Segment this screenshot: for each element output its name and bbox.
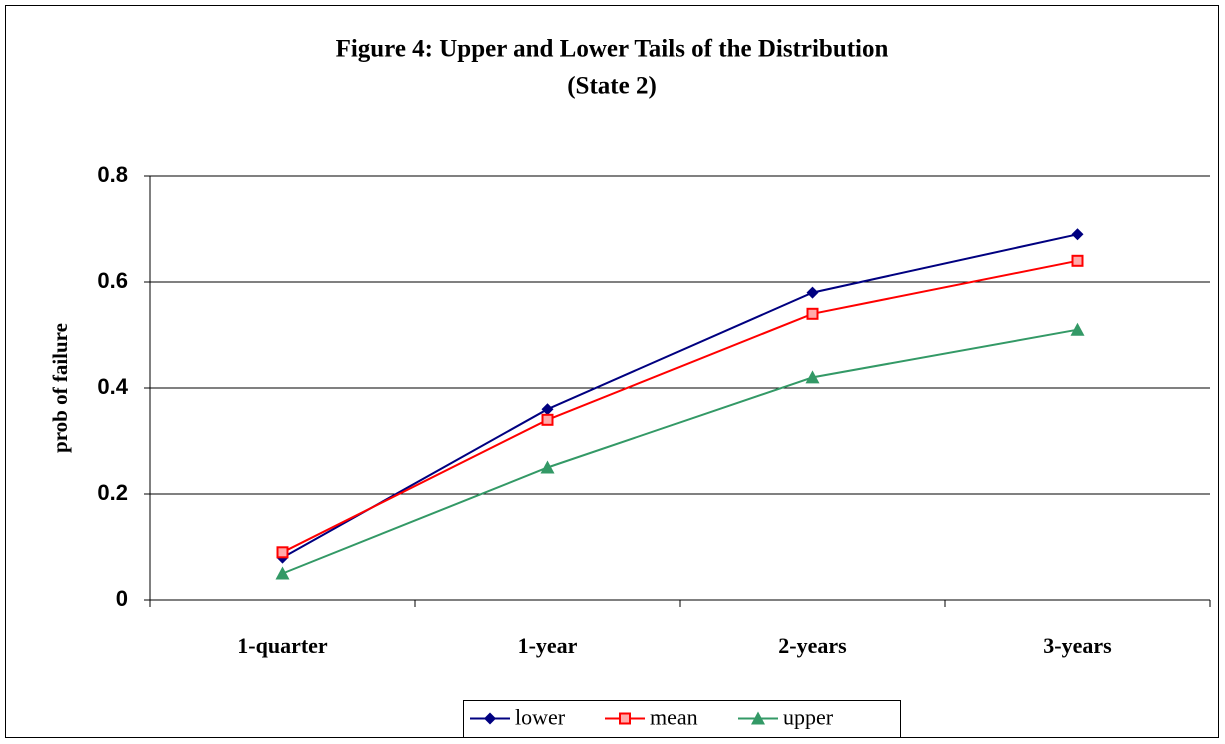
y-axis-label: prob of failure (48, 323, 72, 453)
series-line (282, 233, 1078, 559)
data-point (541, 413, 554, 426)
legend-label: upper (783, 705, 834, 730)
y-tick-label: 0.2 (97, 480, 128, 505)
x-tick-label: 1-year (518, 633, 578, 658)
legend-marker (484, 712, 496, 725)
data-point (1071, 228, 1084, 241)
data-point (541, 403, 554, 416)
chart-title: Figure 4: Upper and Lower Tails of the D… (336, 36, 889, 63)
data-point (275, 566, 290, 580)
data-point (805, 370, 820, 384)
legend-label: lower (515, 705, 566, 730)
series-line (282, 259, 1078, 554)
y-tick-label: 0.6 (97, 268, 128, 293)
x-tick-label: 1-quarter (237, 633, 328, 658)
y-tick-label: 0.4 (97, 374, 128, 399)
chart-subtitle: (State 2) (567, 73, 657, 100)
data-point (540, 460, 555, 474)
x-tick-label: 2-years (778, 633, 847, 658)
legend-label: mean (650, 705, 698, 730)
data-point (1071, 254, 1084, 267)
data-point (806, 307, 819, 320)
data-point (1070, 322, 1085, 336)
x-tick-label: 3-years (1043, 633, 1112, 658)
chart-border (5, 5, 1219, 738)
data-point (276, 546, 289, 559)
y-tick-label: 0.8 (97, 162, 128, 187)
data-point (806, 286, 819, 299)
legend-marker (751, 711, 765, 725)
legend-marker (619, 712, 631, 725)
y-tick-label: 0 (116, 586, 128, 611)
legend (463, 700, 901, 738)
series-line (282, 328, 1078, 575)
